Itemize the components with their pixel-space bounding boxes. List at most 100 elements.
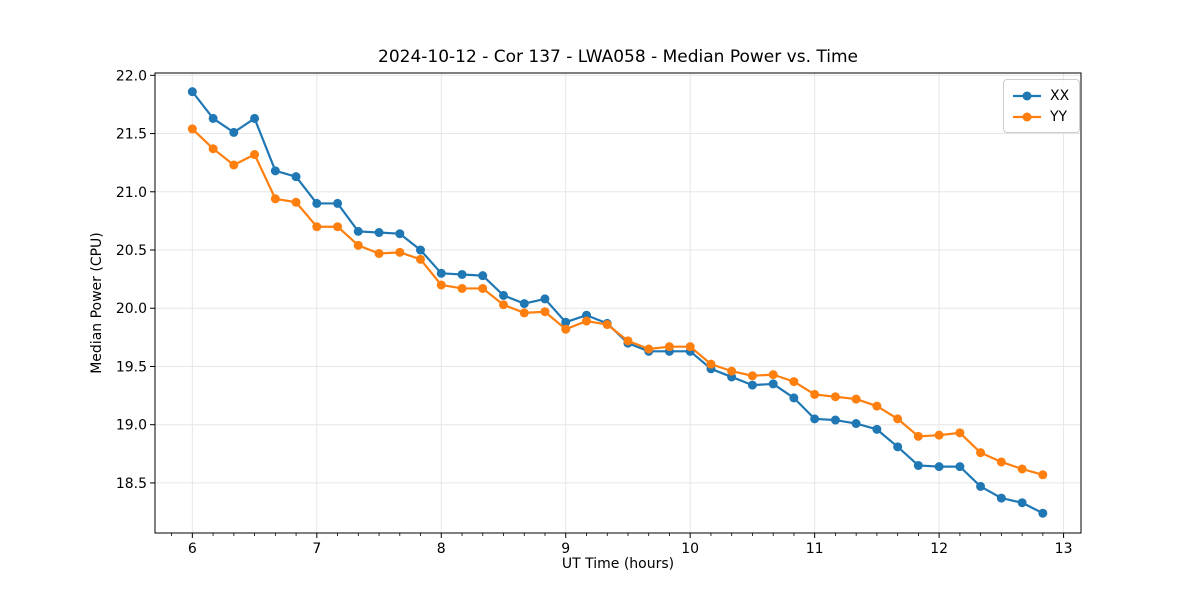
x-tick-label: 11 (806, 541, 824, 557)
data-point-xx (415, 245, 425, 255)
series-line-yy (191, 127, 1044, 476)
data-point-xx (976, 481, 986, 491)
data-point-yy (623, 336, 633, 346)
data-point-yy (872, 401, 882, 411)
data-point-yy (353, 240, 363, 250)
data-point-yy (374, 249, 384, 259)
data-point-xx (187, 87, 197, 97)
data-point-yy (664, 342, 674, 352)
data-point-yy (768, 370, 778, 380)
data-point-xx (270, 166, 280, 176)
data-point-xx (810, 414, 820, 424)
x-tick-label: 9 (561, 541, 570, 557)
y-axis-label: Median Power (CPU) (89, 232, 105, 374)
data-point-yy (1017, 464, 1027, 474)
data-point-yy (312, 222, 322, 232)
chart-title: 2024-10-12 - Cor 137 - LWA058 - Median P… (378, 47, 858, 67)
x-tick-label: 7 (312, 541, 321, 557)
axes-frame (154, 72, 1082, 534)
y-tick-label: 21.5 (116, 127, 147, 143)
data-point-yy (810, 389, 820, 399)
data-point-yy (934, 430, 944, 440)
data-point-xx (540, 294, 550, 304)
data-point-yy (685, 342, 695, 352)
legend-marker-icon (1013, 112, 1041, 121)
data-point-yy (519, 308, 529, 318)
data-point-xx (996, 493, 1006, 503)
data-point-yy (395, 247, 405, 257)
data-point-xx (851, 419, 861, 429)
data-point-yy (644, 344, 654, 354)
data-point-xx (789, 393, 799, 403)
data-point-yy (893, 414, 903, 424)
data-point-xx (498, 290, 508, 300)
data-point-xx (872, 424, 882, 434)
data-point-yy (1038, 470, 1048, 480)
y-tick-label: 19.0 (116, 418, 147, 434)
data-point-xx (1038, 508, 1048, 518)
legend-item-xx: XX (1012, 85, 1069, 106)
legend-label: YY (1050, 108, 1068, 125)
data-point-yy (333, 222, 343, 232)
data-point-yy (187, 124, 197, 134)
legend: XX YY (1003, 79, 1081, 133)
data-point-xx (519, 299, 529, 309)
data-point-yy (498, 300, 508, 310)
data-point-xx (208, 113, 218, 123)
data-point-yy (602, 320, 612, 330)
legend-item-yy: YY (1012, 106, 1069, 127)
y-tick-label: 21.0 (116, 185, 147, 201)
legend-marker-icon (1013, 91, 1041, 100)
data-point-xx (768, 379, 778, 389)
data-point-yy (976, 448, 986, 458)
y-tick-label: 20.0 (116, 301, 147, 317)
data-point-xx (478, 271, 488, 281)
series-line-xx (191, 90, 1044, 515)
data-point-xx (250, 113, 260, 123)
data-point-xx (893, 442, 903, 452)
data-point-xx (374, 228, 384, 238)
data-point-yy (747, 371, 757, 381)
data-point-yy (561, 324, 571, 334)
x-tick-label: 8 (437, 541, 446, 557)
data-point-yy (436, 280, 446, 290)
data-point-xx (333, 198, 343, 208)
data-point-xx (436, 268, 446, 278)
y-tick-label: 19.5 (116, 359, 147, 375)
data-point-xx (229, 127, 239, 137)
data-point-yy (851, 394, 861, 404)
data-point-xx (934, 462, 944, 472)
data-point-yy (478, 283, 488, 293)
data-point-yy (996, 457, 1006, 467)
data-point-yy (250, 150, 260, 160)
x-tick-label: 10 (681, 541, 699, 557)
data-point-xx (1017, 498, 1027, 508)
data-point-yy (913, 431, 923, 441)
y-tick-label: 22.0 (116, 68, 147, 84)
data-point-xx (395, 229, 405, 239)
data-point-yy (291, 197, 301, 207)
data-point-yy (540, 307, 550, 317)
x-axis-label: UT Time (hours) (561, 556, 675, 572)
data-point-xx (312, 198, 322, 208)
y-tick-label: 20.5 (116, 243, 147, 259)
data-point-yy (208, 144, 218, 154)
data-point-yy (270, 194, 280, 204)
data-point-yy (789, 377, 799, 387)
data-point-xx (913, 460, 923, 470)
data-point-yy (457, 283, 467, 293)
data-point-xx (457, 269, 467, 279)
data-point-xx (561, 317, 571, 327)
y-tick-label: 18.5 (116, 476, 147, 492)
data-point-xx (830, 415, 840, 425)
data-point-yy (727, 366, 737, 376)
data-point-xx (353, 226, 363, 236)
data-point-xx (747, 380, 757, 390)
data-point-yy (415, 254, 425, 264)
x-tick-label: 6 (188, 541, 197, 557)
legend-label: XX (1050, 87, 1070, 104)
x-tick-label: 13 (1055, 541, 1073, 557)
data-point-xx (291, 172, 301, 182)
